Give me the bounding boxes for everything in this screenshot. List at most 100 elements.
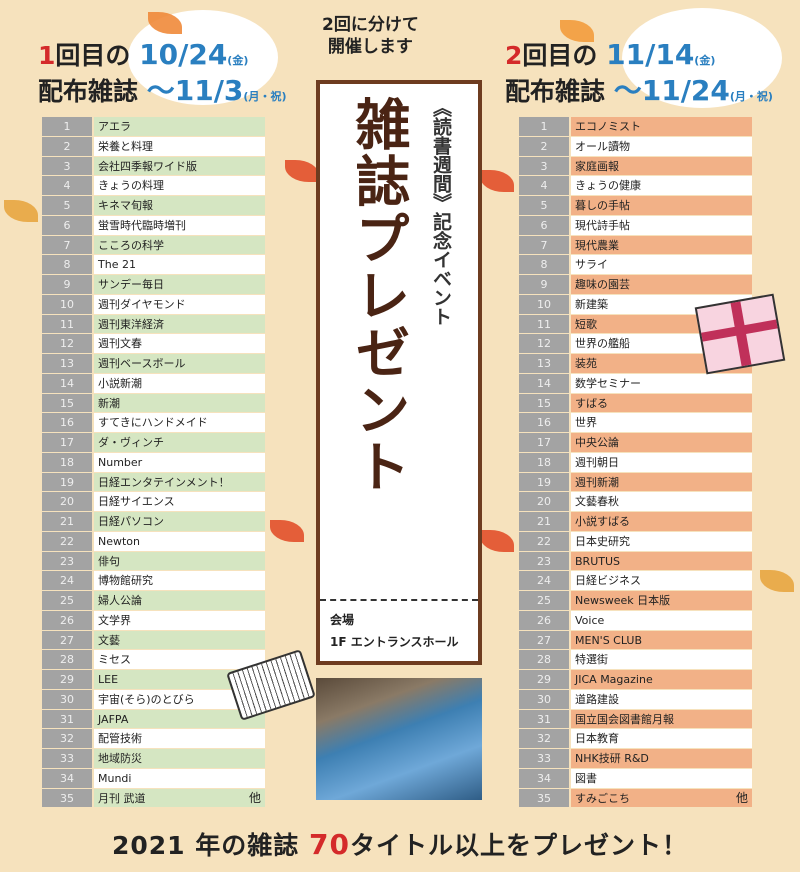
magazine-title: きょうの健康 — [571, 176, 752, 195]
item-number: 2 — [42, 136, 92, 156]
item-number: 6 — [519, 215, 569, 235]
list-item: 2 オール讀物 — [519, 136, 752, 157]
item-number: 19 — [42, 472, 92, 492]
item-number: 21 — [42, 512, 92, 531]
magazine-title: すばる — [571, 393, 752, 413]
list-item: 28 特選街 — [519, 650, 752, 670]
item-number: 25 — [519, 591, 569, 610]
leaf-icon — [285, 160, 319, 182]
list-item: 25 婦人公論 — [42, 591, 265, 611]
magazine-title: The 21 — [94, 255, 265, 274]
item-number: 26 — [519, 610, 569, 630]
divider — [320, 599, 478, 601]
leaf-icon — [480, 530, 514, 552]
list-item: 19 週刊新潮 — [519, 472, 752, 493]
magazine-title: 文学界 — [94, 610, 265, 630]
magazine-title: 栄養と料理 — [94, 136, 265, 156]
event-subtitle: 《読書週間》記念イベント — [430, 98, 452, 326]
item-number: 16 — [519, 413, 569, 432]
list-item: 23 BRUTUS — [519, 551, 752, 572]
item-number: 15 — [519, 393, 569, 413]
magazine-title: 小説新潮 — [94, 373, 265, 393]
leaf-icon — [560, 20, 594, 42]
magazine-title: オール讀物 — [571, 136, 752, 156]
item-number: 17 — [519, 433, 569, 452]
list-item: 26 文学界 — [42, 610, 265, 631]
magazine-title: こころの科学 — [94, 235, 265, 255]
magazine-title: 文藝 — [94, 630, 265, 650]
magazine-title: 道路建設 — [571, 689, 752, 709]
item-number: 4 — [519, 176, 569, 195]
item-number: 11 — [42, 314, 92, 334]
list-item: 31 JAFPA — [42, 709, 265, 730]
first-header: 1回目の 10/24(金) 配布雑誌 ～11/3(月・祝) — [38, 38, 287, 107]
item-number: 5 — [519, 196, 569, 215]
leaf-icon — [760, 570, 794, 592]
list-item: 29 LEE — [42, 670, 265, 690]
list-item: 27 MEN'S CLUB — [519, 630, 752, 651]
magazine-title: 図書 — [571, 768, 752, 788]
list-item: 19 日経エンタテインメント！ — [42, 472, 265, 493]
item-number: 32 — [42, 729, 92, 748]
list-item: 8 サライ — [519, 255, 752, 275]
list-item: 27 文藝 — [42, 630, 265, 651]
list-item: 17 ダ・ヴィンチ — [42, 433, 265, 453]
item-number: 34 — [519, 768, 569, 788]
list-item: 1 アエラ — [42, 117, 265, 137]
item-number: 29 — [519, 670, 569, 689]
list-item: 8 The 21 — [42, 255, 265, 275]
leaf-icon — [148, 12, 182, 34]
item-number: 27 — [519, 630, 569, 650]
item-number: 23 — [519, 551, 569, 571]
magazine-title: 俳句 — [94, 551, 265, 571]
gift-icon — [694, 293, 786, 375]
magazine-title: Number — [94, 452, 265, 472]
magazine-title: 週刊朝日 — [571, 452, 752, 472]
magazine-title: JICA Magazine — [571, 670, 752, 689]
second-header: 2回目の 11/14(金) 配布雑誌 ～11/24(月・祝) — [505, 38, 773, 107]
item-number: 33 — [42, 749, 92, 768]
list-item: 21 日経パソコン — [42, 512, 265, 532]
list-item: 5 キネマ旬報 — [42, 196, 265, 216]
list-item: 4 きょうの健康 — [519, 176, 752, 196]
item-number: 33 — [519, 749, 569, 768]
magazine-title: 日経サイエンス — [94, 492, 265, 511]
magazine-title: BRUTUS — [571, 551, 752, 571]
magazine-title: 博物館研究 — [94, 571, 265, 590]
item-number: 7 — [42, 235, 92, 255]
item-number: 11 — [519, 314, 569, 334]
magazine-title: 週刊ダイヤモンド — [94, 294, 265, 314]
item-number: 18 — [519, 452, 569, 472]
list-item: 26 Voice — [519, 610, 752, 631]
list-item: 30 道路建設 — [519, 689, 752, 710]
item-number: 10 — [42, 294, 92, 314]
magazine-title: キネマ旬報 — [94, 196, 265, 215]
decor-cloud — [622, 8, 782, 108]
list-item: 13 週刊ベースボール — [42, 354, 265, 374]
list-item: 12 週刊文春 — [42, 334, 265, 354]
magazine-title: 小説すばる — [571, 512, 752, 531]
list-item: 20 日経サイエンス — [42, 492, 265, 512]
list-item: 35 月刊 武道他 — [42, 788, 265, 809]
list-item: 24 日経ビジネス — [519, 571, 752, 591]
item-number: 28 — [42, 650, 92, 669]
item-number: 3 — [42, 156, 92, 176]
magazine-title: 週刊ベースボール — [94, 354, 265, 373]
magazine-title: 新潮 — [94, 393, 265, 413]
list-item: 16 世界 — [519, 413, 752, 433]
list-item: 3 会社四季報ワイド版 — [42, 156, 265, 177]
magazine-title: NHK技研 R&D — [571, 749, 752, 768]
magazine-title: Voice — [571, 610, 752, 630]
magazine-title: きょうの料理 — [94, 176, 265, 195]
magazine-title: 現代詩手帖 — [571, 215, 752, 235]
list-item: 34 Mundi — [42, 768, 265, 789]
item-number: 24 — [42, 571, 92, 590]
item-number: 22 — [519, 531, 569, 551]
venue: 会場 1F エントランスホール — [330, 613, 459, 649]
item-number: 14 — [42, 373, 92, 393]
magazine-title: 婦人公論 — [94, 591, 265, 610]
item-number: 30 — [42, 689, 92, 709]
magazine-title: サンデー毎日 — [94, 275, 265, 294]
list-item: 3 家庭画報 — [519, 156, 752, 177]
magazine-title: エコノミスト — [571, 117, 752, 136]
